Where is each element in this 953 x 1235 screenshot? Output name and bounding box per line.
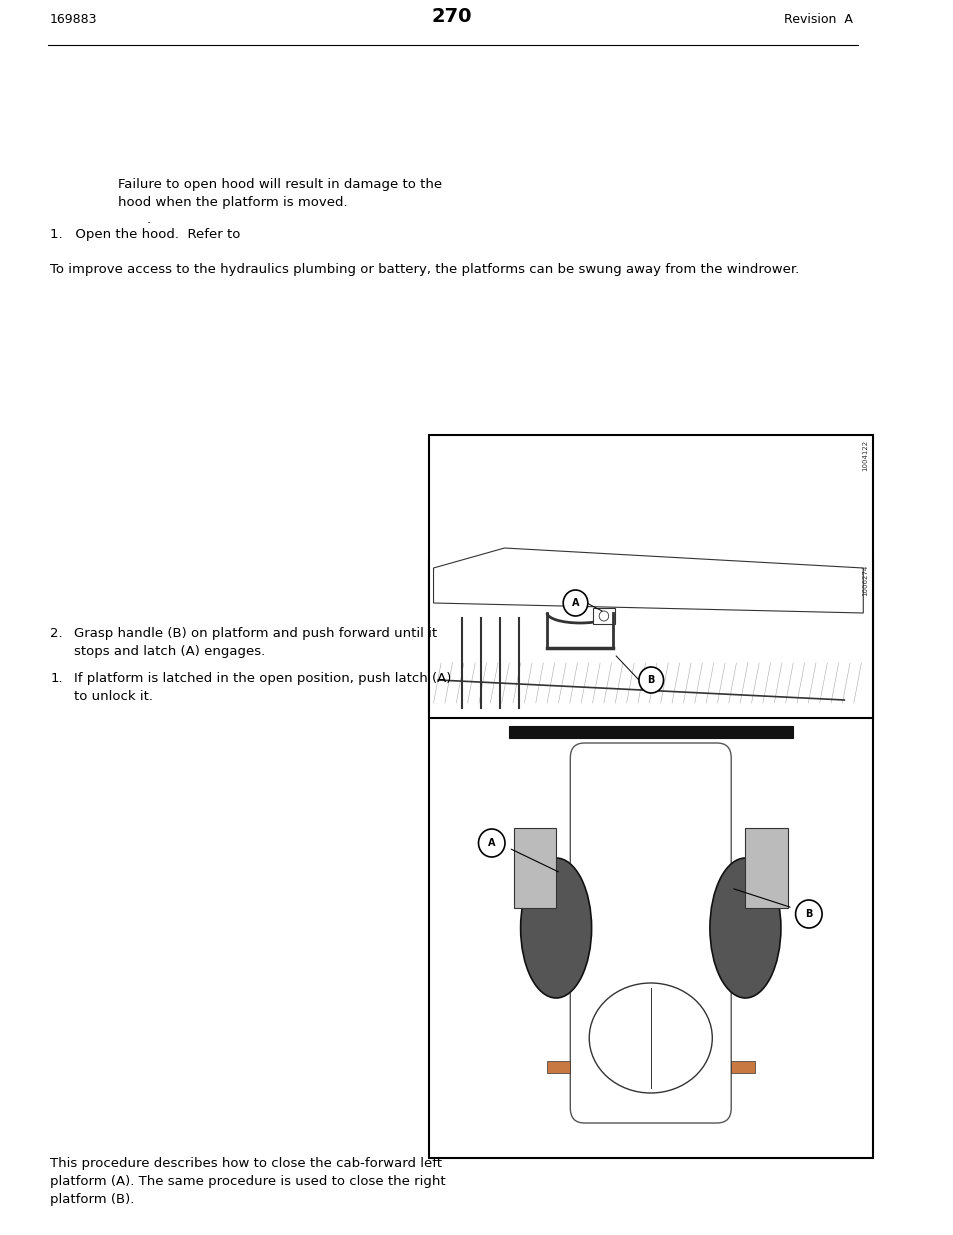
Text: Revision  A: Revision A [783, 14, 852, 26]
Text: To improve access to the hydraulics plumbing or battery, the platforms can be sw: To improve access to the hydraulics plum… [51, 263, 799, 275]
Circle shape [639, 667, 663, 693]
Bar [428, 559, 872, 1158]
Text: 1004122: 1004122 [862, 440, 867, 471]
Text: 1.   Open the hood.  Refer to: 1. Open the hood. Refer to [51, 228, 240, 241]
Text: 1.: 1. [51, 672, 63, 685]
Bar [744, 827, 787, 908]
Polygon shape [433, 548, 862, 613]
Text: Grasp handle (B) on platform and push forward until it
stops and latch (A) engag: Grasp handle (B) on platform and push fo… [73, 627, 436, 658]
Bar [513, 827, 556, 908]
Text: .: . [147, 212, 151, 226]
Text: B: B [804, 909, 812, 919]
FancyBboxPatch shape [570, 743, 730, 1123]
Ellipse shape [589, 983, 712, 1093]
Text: 169883: 169883 [51, 14, 97, 26]
Bar [592, 608, 615, 624]
Circle shape [795, 900, 821, 927]
Text: 2.: 2. [51, 627, 63, 640]
Text: Failure to open hood will result in damage to the
hood when the platform is move: Failure to open hood will result in dama… [118, 178, 442, 209]
Circle shape [562, 590, 587, 616]
Ellipse shape [520, 858, 591, 998]
Text: If platform is latched in the open position, push latch (A)
to unlock it.: If platform is latched in the open posit… [73, 672, 451, 703]
Text: 270: 270 [431, 7, 472, 26]
Bar [508, 726, 792, 739]
Text: 1006274: 1006274 [862, 564, 867, 597]
Text: A: A [571, 598, 578, 608]
Bar [730, 1061, 754, 1073]
Text: This procedure describes how to close the cab-forward left
platform (A). The sam: This procedure describes how to close th… [51, 1157, 445, 1207]
Ellipse shape [525, 620, 567, 676]
Ellipse shape [733, 620, 776, 676]
Text: A: A [488, 839, 495, 848]
Text: B: B [647, 676, 655, 685]
Bar [428, 435, 872, 718]
Bar [546, 1061, 570, 1073]
Ellipse shape [709, 858, 781, 998]
Circle shape [478, 829, 504, 857]
